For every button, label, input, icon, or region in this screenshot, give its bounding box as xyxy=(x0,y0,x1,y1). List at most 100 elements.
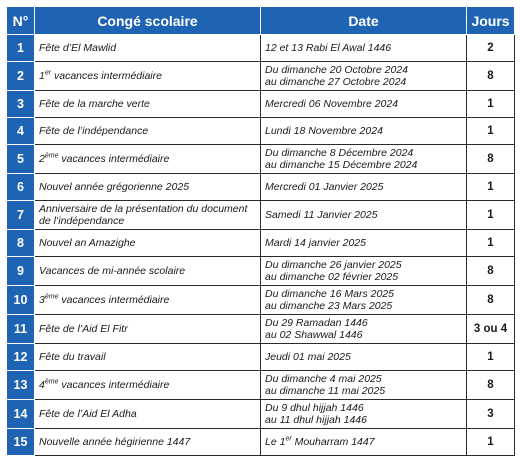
holiday-date: Du 9 dhul hijjah 1446 au 11 dhul hijjah 1… xyxy=(260,399,467,429)
table-row: 12 Fête du travail Jeudi 01 mai 2025 1 xyxy=(6,343,515,371)
row-number: 11 xyxy=(6,314,35,344)
table-header-row: N° Congé scolaire Date Jours xyxy=(6,6,515,35)
row-number: 2 xyxy=(6,61,35,91)
holiday-date: Mercredi 01 Janvier 2025 xyxy=(260,173,467,201)
row-number: 7 xyxy=(6,200,35,230)
table-row: 11 Fête de l’Aid El Fitr Du 29 Ramadan 1… xyxy=(6,314,515,344)
table-row: 8 Nouvel an Amazighe Mardi 14 janvier 20… xyxy=(6,229,515,257)
date-end: au dimanche 11 mai 2025 xyxy=(265,385,386,397)
row-number: 4 xyxy=(6,117,35,145)
table-row: 6 Nouvel année grégorienne 2025 Mercredi… xyxy=(6,173,515,201)
holiday-date: Du 29 Ramadan 1446 au 02 Shawwal 1446 xyxy=(260,314,467,344)
table-row: 5 2ème vacances intermédiaire Du dimanch… xyxy=(6,144,515,174)
holiday-date: Du dimanche 20 Octobre 2024 au dimanche 2… xyxy=(260,61,467,91)
holiday-name: 1er vacances intermédiaire xyxy=(34,61,261,91)
holiday-name: Fête du travail xyxy=(34,343,261,371)
date-start: Du dimanche 4 mai 2025 xyxy=(265,373,382,385)
holiday-days: 2 xyxy=(466,34,515,62)
holiday-days: 1 xyxy=(466,173,515,201)
holiday-date: Lundi 18 Novembre 2024 xyxy=(260,117,467,145)
ordinal-number: 3 xyxy=(39,294,45,306)
holiday-name: Nouvelle année hégirienne 1447 xyxy=(34,428,261,456)
holiday-days: 1 xyxy=(466,428,515,456)
holiday-name-text: vacances intermédiaire xyxy=(58,379,170,391)
ordinal-suffix: ème xyxy=(44,152,59,160)
table-row: 14 Fête de l’Aid El Adha Du 9 dhul hijja… xyxy=(6,399,515,429)
holiday-date: Le 1er Mouharram 1447 xyxy=(260,428,467,456)
holiday-name-line2: de l’indépendance xyxy=(39,215,125,227)
school-holidays-table: N° Congé scolaire Date Jours 1 Fête d’El… xyxy=(6,6,515,456)
header-holiday: Congé scolaire xyxy=(34,6,261,35)
date-start: Du dimanche 16 Mars 2025 xyxy=(265,288,394,300)
table-row: 3 Fête de la marche verte Mercredi 06 No… xyxy=(6,90,515,118)
ordinal-suffix: er xyxy=(44,69,52,77)
holiday-days: 3 xyxy=(466,399,515,429)
ordinal-number: 1 xyxy=(39,70,45,82)
header-days: Jours xyxy=(466,6,515,35)
header-date: Date xyxy=(260,6,467,35)
row-number: 6 xyxy=(6,173,35,201)
holiday-name: Nouvel année grégorienne 2025 xyxy=(34,173,261,201)
date-end: au 11 dhul hijjah 1446 xyxy=(265,414,367,426)
table-row: 10 3ème vacances intermédiaire Du dimanc… xyxy=(6,285,515,315)
table-row: 9 Vacances de mi-année scolaire Du diman… xyxy=(6,256,515,286)
row-number: 8 xyxy=(6,229,35,257)
holiday-date: Du dimanche 26 janvier 2025 au dimanche 0… xyxy=(260,256,467,286)
holiday-name: Fête d’El Mawlid xyxy=(34,34,261,62)
row-number: 13 xyxy=(6,370,35,400)
table-row: 2 1er vacances intermédiaire Du dimanche… xyxy=(6,61,515,91)
row-number: 15 xyxy=(6,428,35,456)
row-number: 14 xyxy=(6,399,35,429)
holiday-date: Mercredi 06 Novembre 2024 xyxy=(260,90,467,118)
table-row: 7 Anniversaire de la présentation du doc… xyxy=(6,200,515,230)
holiday-days: 8 xyxy=(466,61,515,91)
table-row: 1 Fête d’El Mawlid 12 et 13 Rabi El Awal… xyxy=(6,34,515,62)
holiday-date: Jeudi 01 mai 2025 xyxy=(260,343,467,371)
holiday-name: Fête de l’Aid El Fitr xyxy=(34,314,261,344)
holiday-name: 3ème vacances intermédiaire xyxy=(34,285,261,315)
table-row: 15 Nouvelle année hégirienne 1447 Le 1er… xyxy=(6,428,515,456)
date-end: au dimanche 23 Mars 2025 xyxy=(265,300,393,312)
date-start: Du dimanche 8 Décembre 2024 xyxy=(265,147,414,159)
ordinal-number: 2 xyxy=(39,153,45,165)
holiday-days: 1 xyxy=(466,200,515,230)
holiday-date: Du dimanche 8 Décembre 2024 au dimanche 1… xyxy=(260,144,467,174)
holiday-name-text: vacances intermédiaire xyxy=(58,294,170,306)
holiday-name-text: vacances intermédiaire xyxy=(58,153,170,165)
row-number: 5 xyxy=(6,144,35,174)
row-number: 3 xyxy=(6,90,35,118)
holiday-days: 8 xyxy=(466,256,515,286)
holiday-name: Fête de l’Aid El Adha xyxy=(34,399,261,429)
date-end: au dimanche 27 Octobre 2024 xyxy=(265,76,407,88)
ordinal-number: 4 xyxy=(39,379,45,391)
row-number: 12 xyxy=(6,343,35,371)
holiday-table-container: N° Congé scolaire Date Jours 1 Fête d’El… xyxy=(6,6,515,456)
holiday-days: 8 xyxy=(466,370,515,400)
date-text: Mouharram 1447 xyxy=(291,436,375,448)
table-row: 4 Fête de l’indépendance Lundi 18 Novemb… xyxy=(6,117,515,145)
ordinal-suffix: er xyxy=(285,435,292,443)
table-row: 13 4ème vacances intermédiaire Du dimanc… xyxy=(6,370,515,400)
holiday-days: 3 ou 4 xyxy=(466,314,515,344)
holiday-days: 1 xyxy=(466,343,515,371)
date-end: au dimanche 15 Décembre 2024 xyxy=(265,159,418,171)
holiday-date: Du dimanche 16 Mars 2025 au dimanche 23 M… xyxy=(260,285,467,315)
date-start: Du 29 Ramadan 1446 xyxy=(265,317,368,329)
row-number: 9 xyxy=(6,256,35,286)
holiday-days: 1 xyxy=(466,117,515,145)
holiday-name: 2ème vacances intermédiaire xyxy=(34,144,261,174)
holiday-days: 8 xyxy=(466,144,515,174)
ordinal-suffix: ème xyxy=(44,378,59,386)
holiday-name: Fête de la marche verte xyxy=(34,90,261,118)
holiday-date: Mardi 14 janvier 2025 xyxy=(260,229,467,257)
holiday-date: Samedi 11 Janvier 2025 xyxy=(260,200,467,230)
date-end: au dimanche 02 février 2025 xyxy=(265,271,399,283)
row-number: 1 xyxy=(6,34,35,62)
date-start: Du dimanche 26 janvier 2025 xyxy=(265,259,402,271)
holiday-days: 1 xyxy=(466,229,515,257)
holiday-days: 8 xyxy=(466,285,515,315)
holiday-name-line1: Anniversaire de la présentation du docum… xyxy=(39,203,248,215)
holiday-name: Nouvel an Amazighe xyxy=(34,229,261,257)
date-end: au 02 Shawwal 1446 xyxy=(265,329,363,341)
holiday-name: Fête de l’indépendance xyxy=(34,117,261,145)
